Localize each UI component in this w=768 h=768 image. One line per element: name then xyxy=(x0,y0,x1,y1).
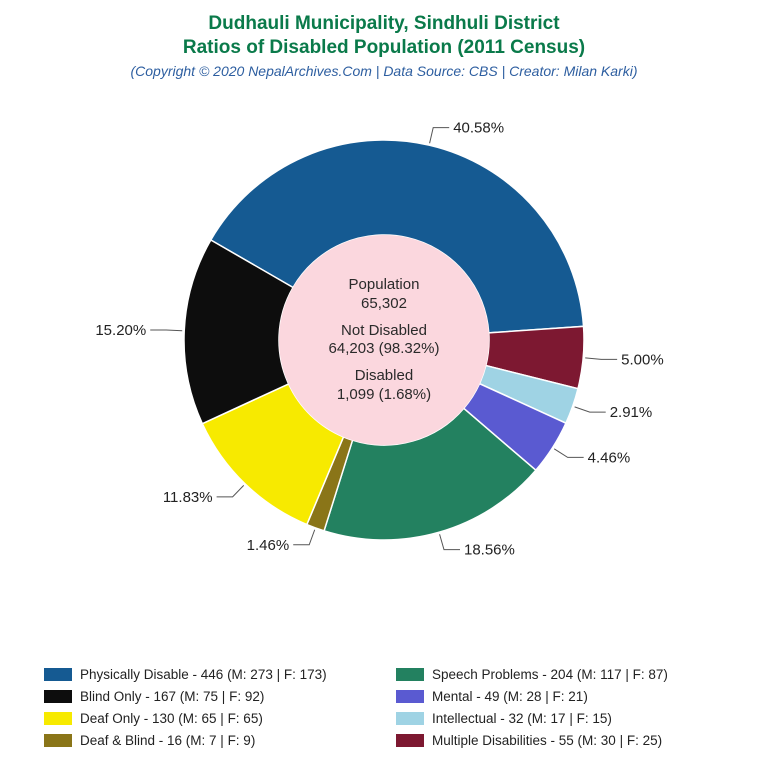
legend-label: Intellectual - 32 (M: 17 | F: 15) xyxy=(432,711,612,726)
leader-line xyxy=(430,128,450,144)
leader-line xyxy=(217,485,244,497)
legend-swatch xyxy=(44,712,72,725)
slice-pct-label: 5.00% xyxy=(621,351,664,368)
legend-swatch xyxy=(396,712,424,725)
legend-item: Multiple Disabilities - 55 (M: 30 | F: 2… xyxy=(396,733,724,748)
title-line-1: Dudhauli Municipality, Sindhuli District xyxy=(0,12,768,36)
not-disabled-label: Not Disabled xyxy=(329,321,440,340)
legend-swatch xyxy=(396,690,424,703)
legend-swatch xyxy=(44,734,72,747)
legend-swatch xyxy=(396,734,424,747)
legend-label: Speech Problems - 204 (M: 117 | F: 87) xyxy=(432,667,668,682)
legend-label: Mental - 49 (M: 28 | F: 21) xyxy=(432,689,588,704)
population-value: 65,302 xyxy=(329,295,440,314)
legend-label: Blind Only - 167 (M: 75 | F: 92) xyxy=(80,689,264,704)
subtitle: (Copyright © 2020 NepalArchives.Com | Da… xyxy=(0,63,768,79)
leader-line xyxy=(150,330,182,331)
leader-line xyxy=(585,358,617,359)
population-label: Population xyxy=(329,276,440,295)
title-line-2: Ratios of Disabled Population (2011 Cens… xyxy=(0,36,768,60)
leader-line xyxy=(575,407,606,412)
legend-label: Deaf Only - 130 (M: 65 | F: 65) xyxy=(80,711,263,726)
disabled-label: Disabled xyxy=(329,367,440,386)
legend: Physically Disable - 446 (M: 273 | F: 17… xyxy=(44,667,724,748)
slice-pct-label: 18.56% xyxy=(464,542,515,559)
title-block: Dudhauli Municipality, Sindhuli District… xyxy=(0,0,768,79)
legend-item: Speech Problems - 204 (M: 117 | F: 87) xyxy=(396,667,724,682)
legend-swatch xyxy=(44,690,72,703)
legend-label: Deaf & Blind - 16 (M: 7 | F: 9) xyxy=(80,733,255,748)
pie-chart: 40.58% 5.00% 2.91% 4.46% 18.56% 1.46% 11.83% 15… xyxy=(0,90,768,590)
legend-item: Deaf Only - 130 (M: 65 | F: 65) xyxy=(44,711,372,726)
legend-swatch xyxy=(396,668,424,681)
leader-line xyxy=(554,449,583,458)
legend-label: Physically Disable - 446 (M: 273 | F: 17… xyxy=(80,667,327,682)
slice-pct-label: 4.46% xyxy=(588,449,631,466)
slice-pct-label: 2.91% xyxy=(610,404,653,421)
slice-pct-label: 11.83% xyxy=(163,489,213,506)
chart-container: Dudhauli Municipality, Sindhuli District… xyxy=(0,0,768,768)
leader-line xyxy=(293,530,314,545)
center-summary: Population 65,302 Not Disabled 64,203 (9… xyxy=(329,268,440,413)
legend-item: Deaf & Blind - 16 (M: 7 | F: 9) xyxy=(44,733,372,748)
legend-swatch xyxy=(44,668,72,681)
slice-pct-label: 15.20% xyxy=(95,322,146,339)
leader-line xyxy=(440,534,460,549)
slice-pct-label: 40.58% xyxy=(453,120,504,137)
disabled-value: 1,099 (1.68%) xyxy=(329,386,440,405)
not-disabled-value: 64,203 (98.32%) xyxy=(329,340,440,359)
slice-pct-label: 1.46% xyxy=(247,537,290,554)
legend-item: Blind Only - 167 (M: 75 | F: 92) xyxy=(44,689,372,704)
legend-item: Physically Disable - 446 (M: 273 | F: 17… xyxy=(44,667,372,682)
legend-item: Intellectual - 32 (M: 17 | F: 15) xyxy=(396,711,724,726)
legend-item: Mental - 49 (M: 28 | F: 21) xyxy=(396,689,724,704)
legend-label: Multiple Disabilities - 55 (M: 30 | F: 2… xyxy=(432,733,662,748)
